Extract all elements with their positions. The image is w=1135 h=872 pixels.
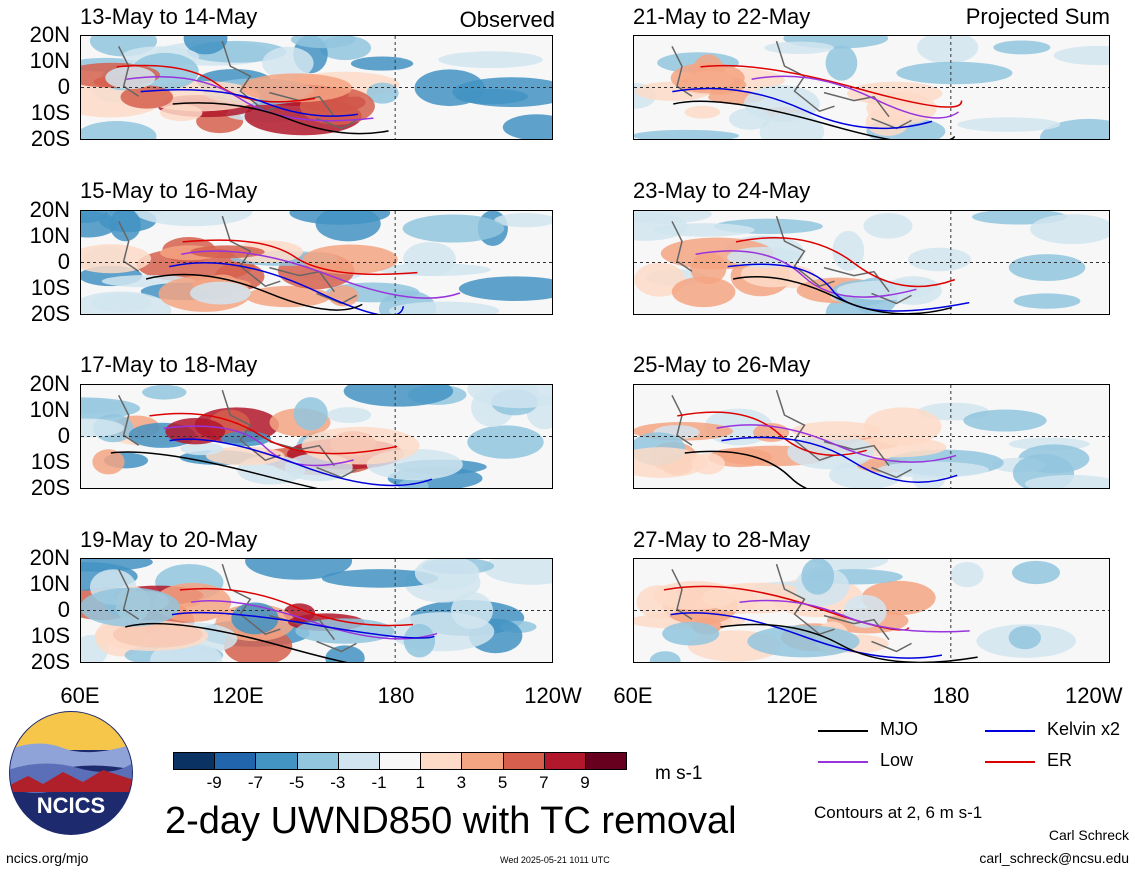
lat-label: 10N [29,48,70,73]
colorbar-swatch [173,752,216,770]
panel-1-label: Observed [459,7,555,32]
ncics-logo: NCICS [8,710,134,836]
panel-5-label: Projected Sum [965,4,1110,29]
colorbar-units: m s-1 [655,763,703,784]
logo-text: NCICS [37,793,105,818]
colorbar-swatch [255,752,298,770]
lat-label: 20S [30,301,70,326]
footer-timestamp: Wed 2025-05-21 1011 UTC [500,855,610,865]
footer-author: Carl Schreck [1048,827,1129,843]
lat-label: 20S [30,649,70,674]
colorbar-tick-label: -7 [247,773,263,792]
panel-2-title: 15-May to 16-May [80,178,258,203]
colorbar-tick-label: 1 [415,773,425,792]
legend-mjo-line [818,730,868,732]
panel-1-title: 13-May to 14-May [80,4,258,29]
colorbar-tick-label: 5 [497,773,508,792]
contours-note: Contours at 2, 6 m s-1 [814,803,983,822]
lat-label: 20S [30,475,70,500]
main-title: 2-day UWND850 with TC removal [165,800,737,842]
lat-label: 20N [29,22,70,47]
lat-label: 10S [30,449,70,474]
map-panel-1 [80,35,553,140]
lat-label: 10S [30,623,70,648]
colorbar-swatch [296,752,339,770]
lat-label: 10S [30,100,70,125]
lat-label: 0 [57,74,70,99]
footer-email: carl_schreck@ncsu.edu [979,850,1129,866]
colorbar-swatch [502,752,545,770]
colorbar-tick-label: -5 [289,773,305,792]
lon-label-180-right: 180 [932,683,970,708]
map-panel-2 [80,210,553,315]
lat-label: 20N [29,197,70,222]
map-panel-7 [633,384,1110,489]
lat-label: 20S [30,126,70,151]
colorbar-tick-label: 7 [539,773,549,792]
footer-url: ncics.org/mjo [6,850,89,866]
lat-label: 10N [29,397,70,422]
lon-label-60e-left: 60E [60,683,100,708]
legend-kelvin-label: Kelvin x2 [1047,719,1121,739]
lat-label: 0 [57,597,70,622]
legend-kelvin-line [985,730,1035,732]
lat-label: 0 [57,423,70,448]
colorbar-swatch [585,752,628,770]
lon-label-180-left: 180 [377,683,415,708]
lon-label-120w-right: 120W [1065,683,1123,708]
colorbar-tick-label: -3 [330,773,346,792]
legend-low-label: Low [880,750,914,770]
lat-label: 10S [30,275,70,300]
lat-label: 20N [29,371,70,396]
colorbar-tick-label: 9 [580,773,590,792]
colorbar-swatch [337,752,380,770]
lat-label: 0 [57,249,70,274]
legend-mjo-label: MJO [880,719,918,739]
colorbar-tick-label: 3 [456,773,467,792]
map-panel-4 [80,558,553,663]
colorbar-tick-label: -9 [206,773,222,792]
lon-label-120e-right: 120E [766,683,818,708]
map-panel-5 [633,35,1110,140]
map-panel-8 [633,558,1110,663]
lon-label-60e-right: 60E [613,683,653,708]
colorbar-tick-label: -1 [371,773,387,792]
legend-er-line [985,761,1035,763]
panel-5-title: 21-May to 22-May [633,4,811,29]
map-panel-6 [633,210,1110,315]
lon-label-120e-left: 120E [212,683,264,708]
map-panel-3 [80,384,553,489]
lat-label: 10N [29,571,70,596]
colorbar-swatch [420,752,463,770]
panel-8-title: 27-May to 28-May [633,527,811,552]
colorbar-swatch [461,752,504,770]
legend-er-label: ER [1047,750,1073,770]
colorbar-swatch [214,752,257,770]
colorbar-swatch [379,752,422,770]
panel-4-title: 19-May to 20-May [80,527,258,552]
panel-7-title: 25-May to 26-May [633,352,811,377]
colorbar-swatch [543,752,586,770]
lon-label-120w-left: 120W [524,683,582,708]
lat-label: 20N [29,545,70,570]
panel-6-title: 23-May to 24-May [633,178,811,203]
legend-low-line [818,761,868,763]
lat-label: 10N [29,223,70,248]
panel-3-title: 17-May to 18-May [80,352,258,377]
